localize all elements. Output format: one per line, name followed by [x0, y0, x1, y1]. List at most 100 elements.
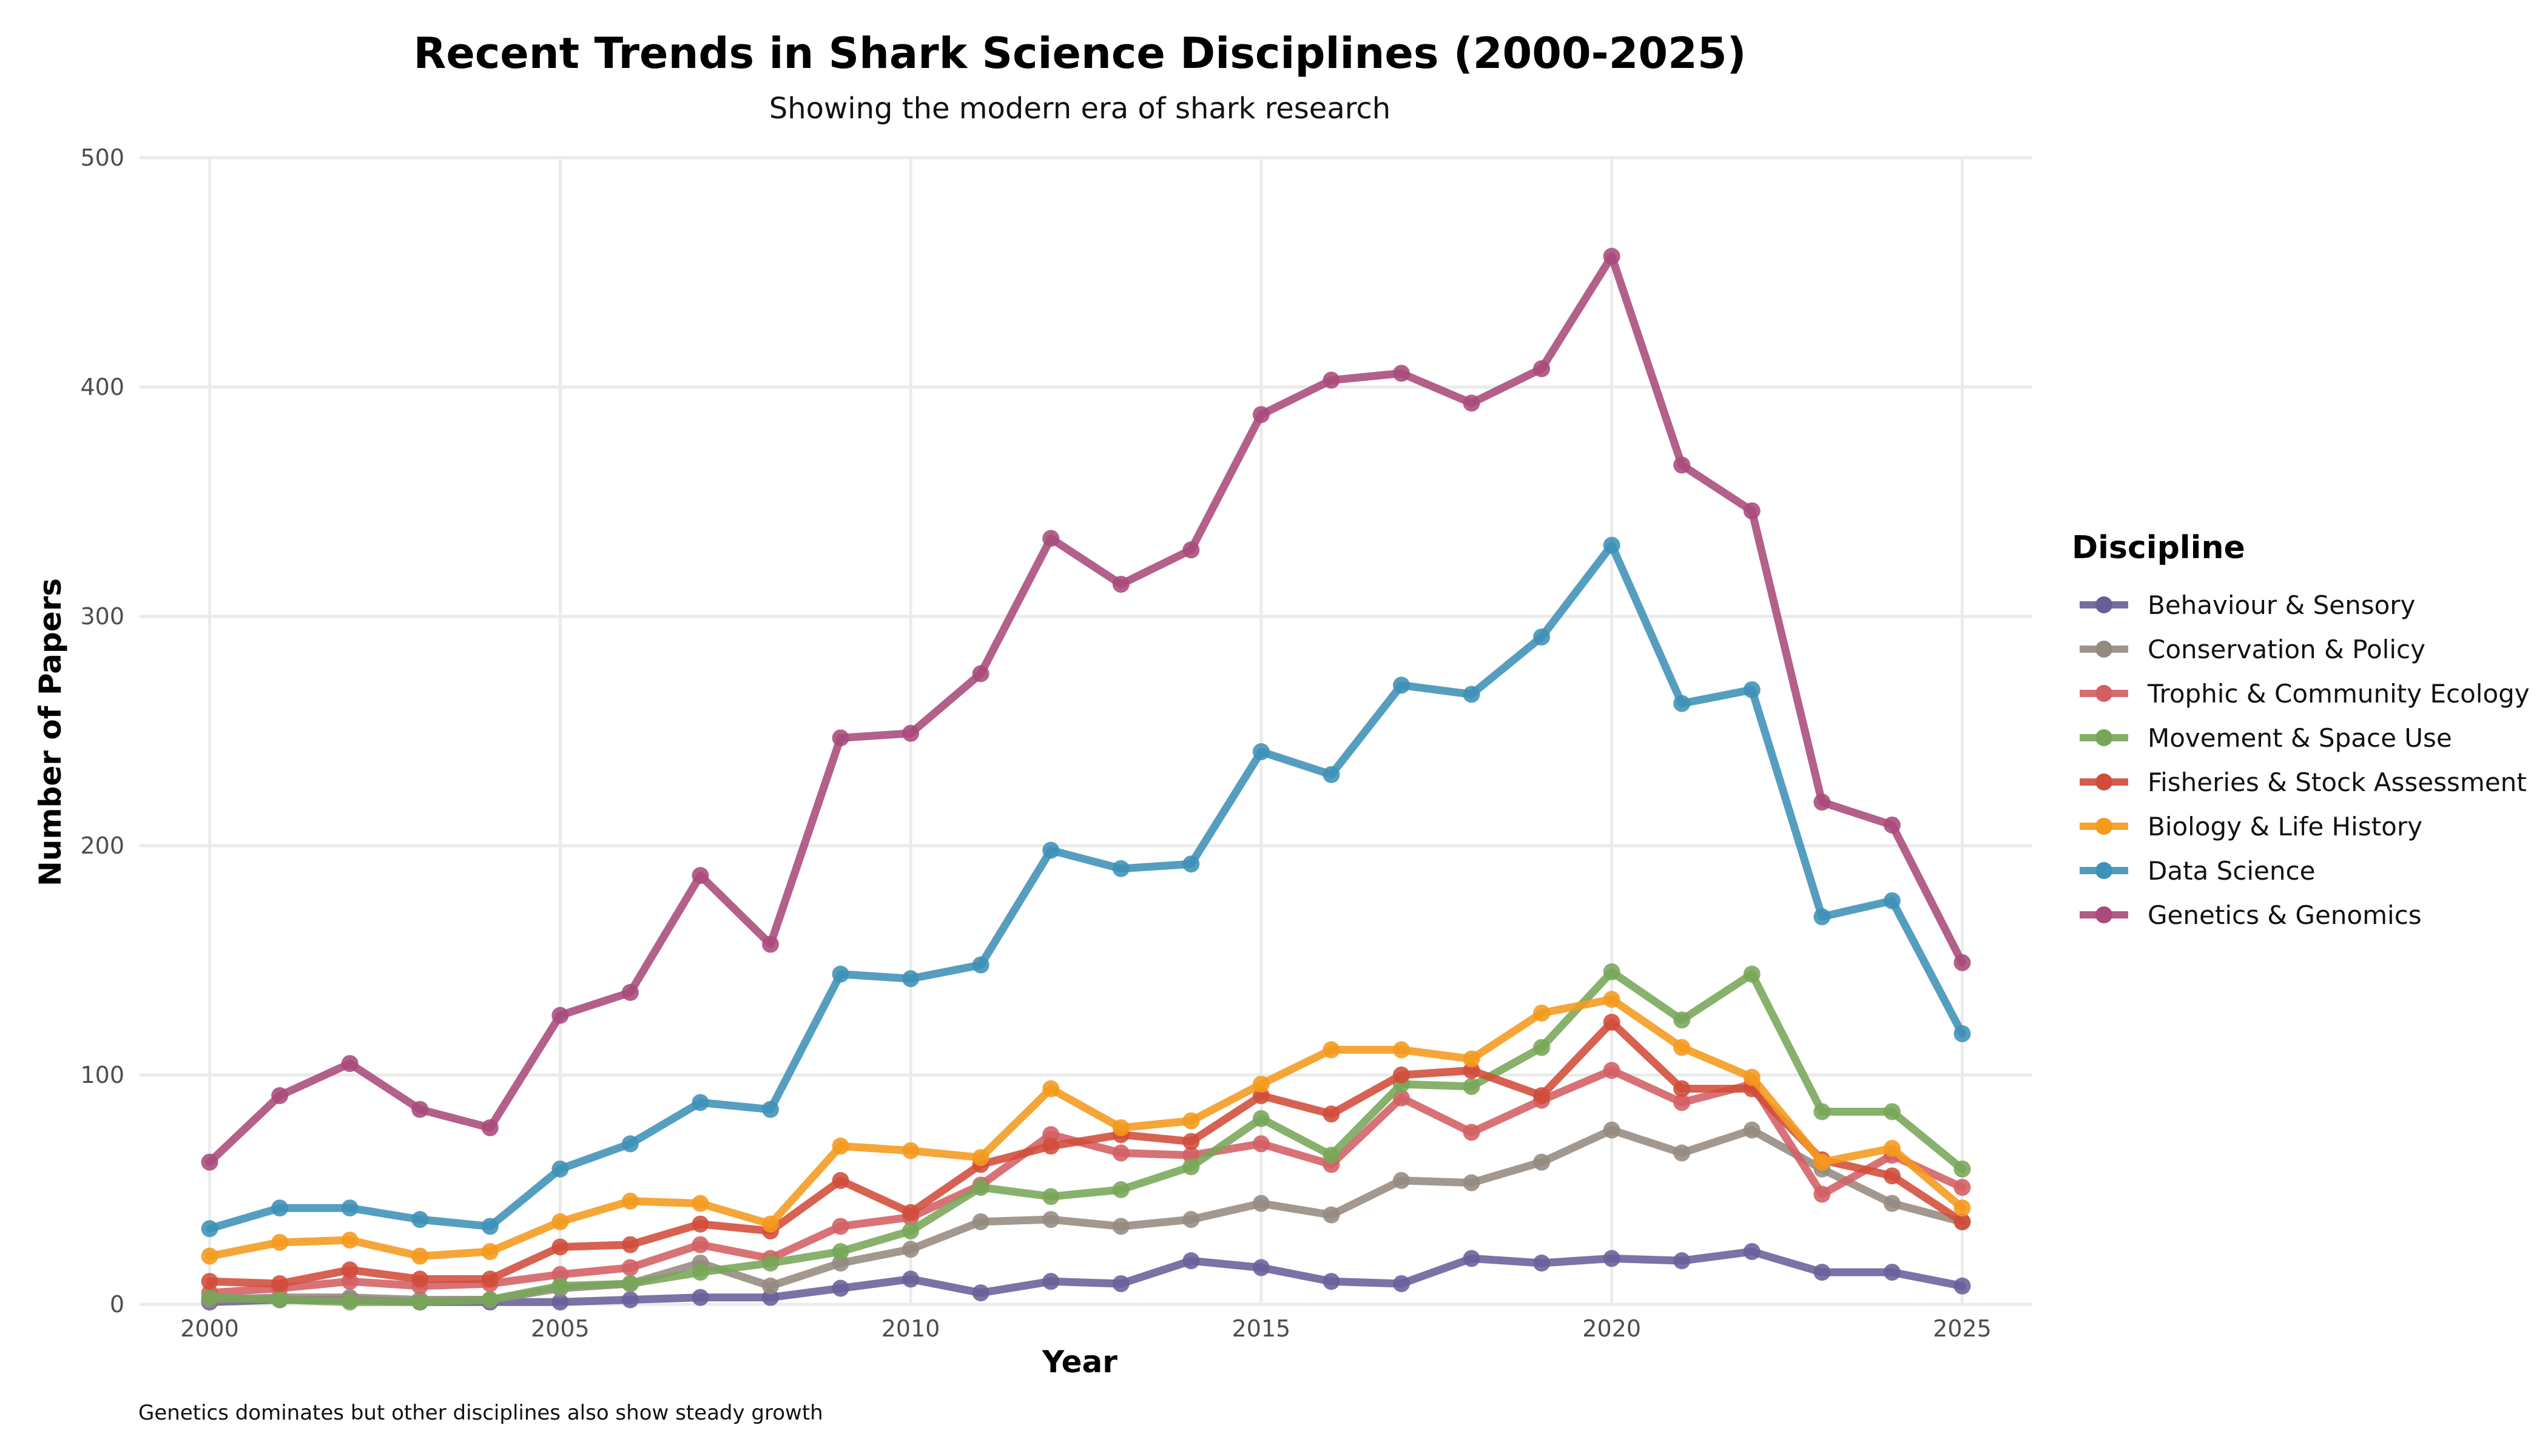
legend-label: Fisheries & Stock Assessment [2148, 767, 2527, 797]
data-point [1252, 1076, 1270, 1093]
data-point [341, 1261, 359, 1279]
data-point [1603, 963, 1620, 980]
data-point [201, 1220, 218, 1238]
data-point [1533, 1153, 1551, 1171]
data-point [1603, 1062, 1620, 1079]
data-point [832, 1279, 849, 1297]
data-point [832, 729, 849, 747]
x-tick-label: 2010 [881, 1315, 940, 1342]
data-point [1883, 892, 1901, 909]
y-tick-label: 500 [80, 144, 124, 171]
data-point [1393, 365, 1410, 382]
data-point [1673, 1080, 1691, 1097]
series-line [206, 995, 1966, 1261]
data-point [201, 1289, 218, 1306]
legend-label: Trophic & Community Ecology [2147, 679, 2530, 709]
data-point [972, 1179, 989, 1196]
series-line [206, 1247, 1966, 1306]
data-point [1603, 248, 1620, 265]
data-point [551, 1006, 569, 1024]
data-point [1953, 1025, 1971, 1042]
data-point [1463, 1174, 1480, 1191]
legend-swatch-point [2095, 729, 2112, 746]
data-point [1182, 855, 1200, 873]
data-point [1533, 1004, 1551, 1022]
x-tick-label: 2020 [1582, 1315, 1641, 1342]
data-point [1252, 1135, 1270, 1153]
data-point [411, 1211, 429, 1228]
data-point [1112, 860, 1130, 877]
data-point [1323, 766, 1340, 783]
data-point [1673, 1144, 1691, 1162]
data-point [1813, 1185, 1831, 1203]
data-point [902, 970, 920, 988]
data-point [481, 1270, 499, 1288]
data-point [621, 1192, 639, 1210]
data-point [1673, 456, 1691, 474]
data-point [1393, 1067, 1410, 1084]
series-line [206, 1126, 1966, 1304]
data-point [1323, 371, 1340, 389]
data-point [1463, 1050, 1480, 1068]
data-point [271, 1275, 289, 1292]
data-point [1743, 965, 1761, 983]
data-point [762, 935, 779, 953]
data-point [1883, 1167, 1901, 1185]
data-point [1182, 541, 1200, 559]
data-point [1813, 1264, 1831, 1281]
data-point [1042, 1138, 1060, 1155]
data-point [1743, 502, 1761, 520]
data-point [481, 1218, 499, 1235]
data-point [1603, 1250, 1620, 1267]
data-point [1042, 1273, 1060, 1290]
data-point [551, 1293, 569, 1311]
legend-item: Data Science [2080, 856, 2315, 886]
data-point [972, 956, 989, 974]
legend-swatch-point [2095, 596, 2112, 613]
data-point [411, 1270, 429, 1288]
y-tick-label: 0 [110, 1291, 124, 1318]
legend-item: Fisheries & Stock Assessment [2080, 767, 2527, 797]
data-point [481, 1291, 499, 1309]
series [201, 536, 1971, 1238]
series-lines [201, 248, 1971, 1311]
data-point [1323, 1206, 1340, 1224]
data-point [1252, 1195, 1270, 1212]
data-point [1603, 1014, 1620, 1031]
data-point [1042, 1188, 1060, 1205]
data-point [1042, 1080, 1060, 1097]
data-point [1533, 629, 1551, 646]
series [201, 991, 1971, 1265]
data-point [1112, 1119, 1130, 1136]
data-point [1182, 1211, 1200, 1228]
data-point [1603, 991, 1620, 1008]
data-point [832, 1171, 849, 1189]
data-point [1323, 1041, 1340, 1059]
data-point [972, 1284, 989, 1302]
chart-caption: Genetics dominates but other disciplines… [138, 1401, 823, 1425]
y-axis-title: Number of Papers [33, 578, 68, 886]
data-point [692, 1236, 709, 1253]
data-point [1953, 1213, 1971, 1230]
legend-swatch-point [2095, 906, 2112, 923]
data-point [1673, 1039, 1691, 1056]
data-point [1463, 1124, 1480, 1141]
data-point [411, 1247, 429, 1265]
data-point [1112, 1218, 1130, 1235]
data-point [1393, 1275, 1410, 1292]
data-point [1463, 1077, 1480, 1095]
data-point [832, 1138, 849, 1155]
data-point [1042, 530, 1060, 547]
data-point [1463, 1250, 1480, 1267]
data-point [271, 1087, 289, 1105]
data-point [972, 1213, 989, 1230]
legend-item: Conservation & Policy [2080, 635, 2425, 664]
series [201, 1062, 1971, 1302]
legend-swatch-point [2095, 862, 2112, 879]
data-point [271, 1199, 289, 1217]
data-point [1673, 1094, 1691, 1111]
data-point [972, 665, 989, 682]
data-point [481, 1119, 499, 1136]
data-point [1042, 841, 1060, 859]
data-point [1533, 1254, 1551, 1272]
